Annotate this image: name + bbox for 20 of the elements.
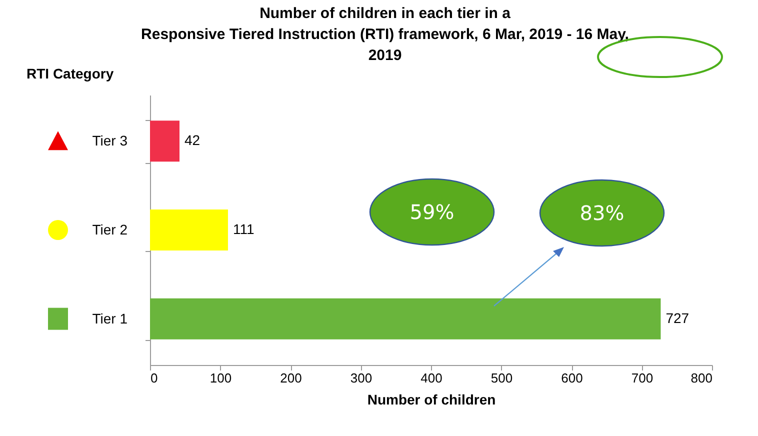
x-tick-label: 500 bbox=[490, 370, 513, 386]
x-tick-label: 100 bbox=[210, 370, 232, 386]
data-label: 42 bbox=[184, 132, 200, 148]
data-label: 111 bbox=[232, 221, 254, 237]
annotation: 83% bbox=[580, 201, 624, 225]
annotation: 59% bbox=[410, 200, 454, 224]
y-tick-label: Tier 1 bbox=[92, 310, 128, 326]
x-tick-label: 300 bbox=[350, 370, 372, 386]
x-tick-label: 200 bbox=[280, 370, 302, 386]
x-axis-title: Number of children bbox=[367, 392, 496, 408]
data-label: 727 bbox=[666, 310, 690, 326]
y-axis-title: RTI Category bbox=[26, 66, 114, 82]
x-tick-label: 800 bbox=[690, 370, 712, 386]
y-tick-label: Tier 3 bbox=[92, 132, 128, 149]
y-tick-label: Tier 2 bbox=[92, 222, 128, 238]
x-tick-label: 600 bbox=[561, 370, 583, 386]
x-tick-label: 400 bbox=[420, 370, 442, 386]
chart-title: Number of children in each tier in a Responsive Tiered Instruction (RTI) framework, 6 Mar, 2019 - 16 May, 2019 bbox=[141, 5, 629, 64]
x-tick-label: 700 bbox=[631, 370, 654, 386]
x-tick-label: 0 bbox=[150, 370, 158, 386]
